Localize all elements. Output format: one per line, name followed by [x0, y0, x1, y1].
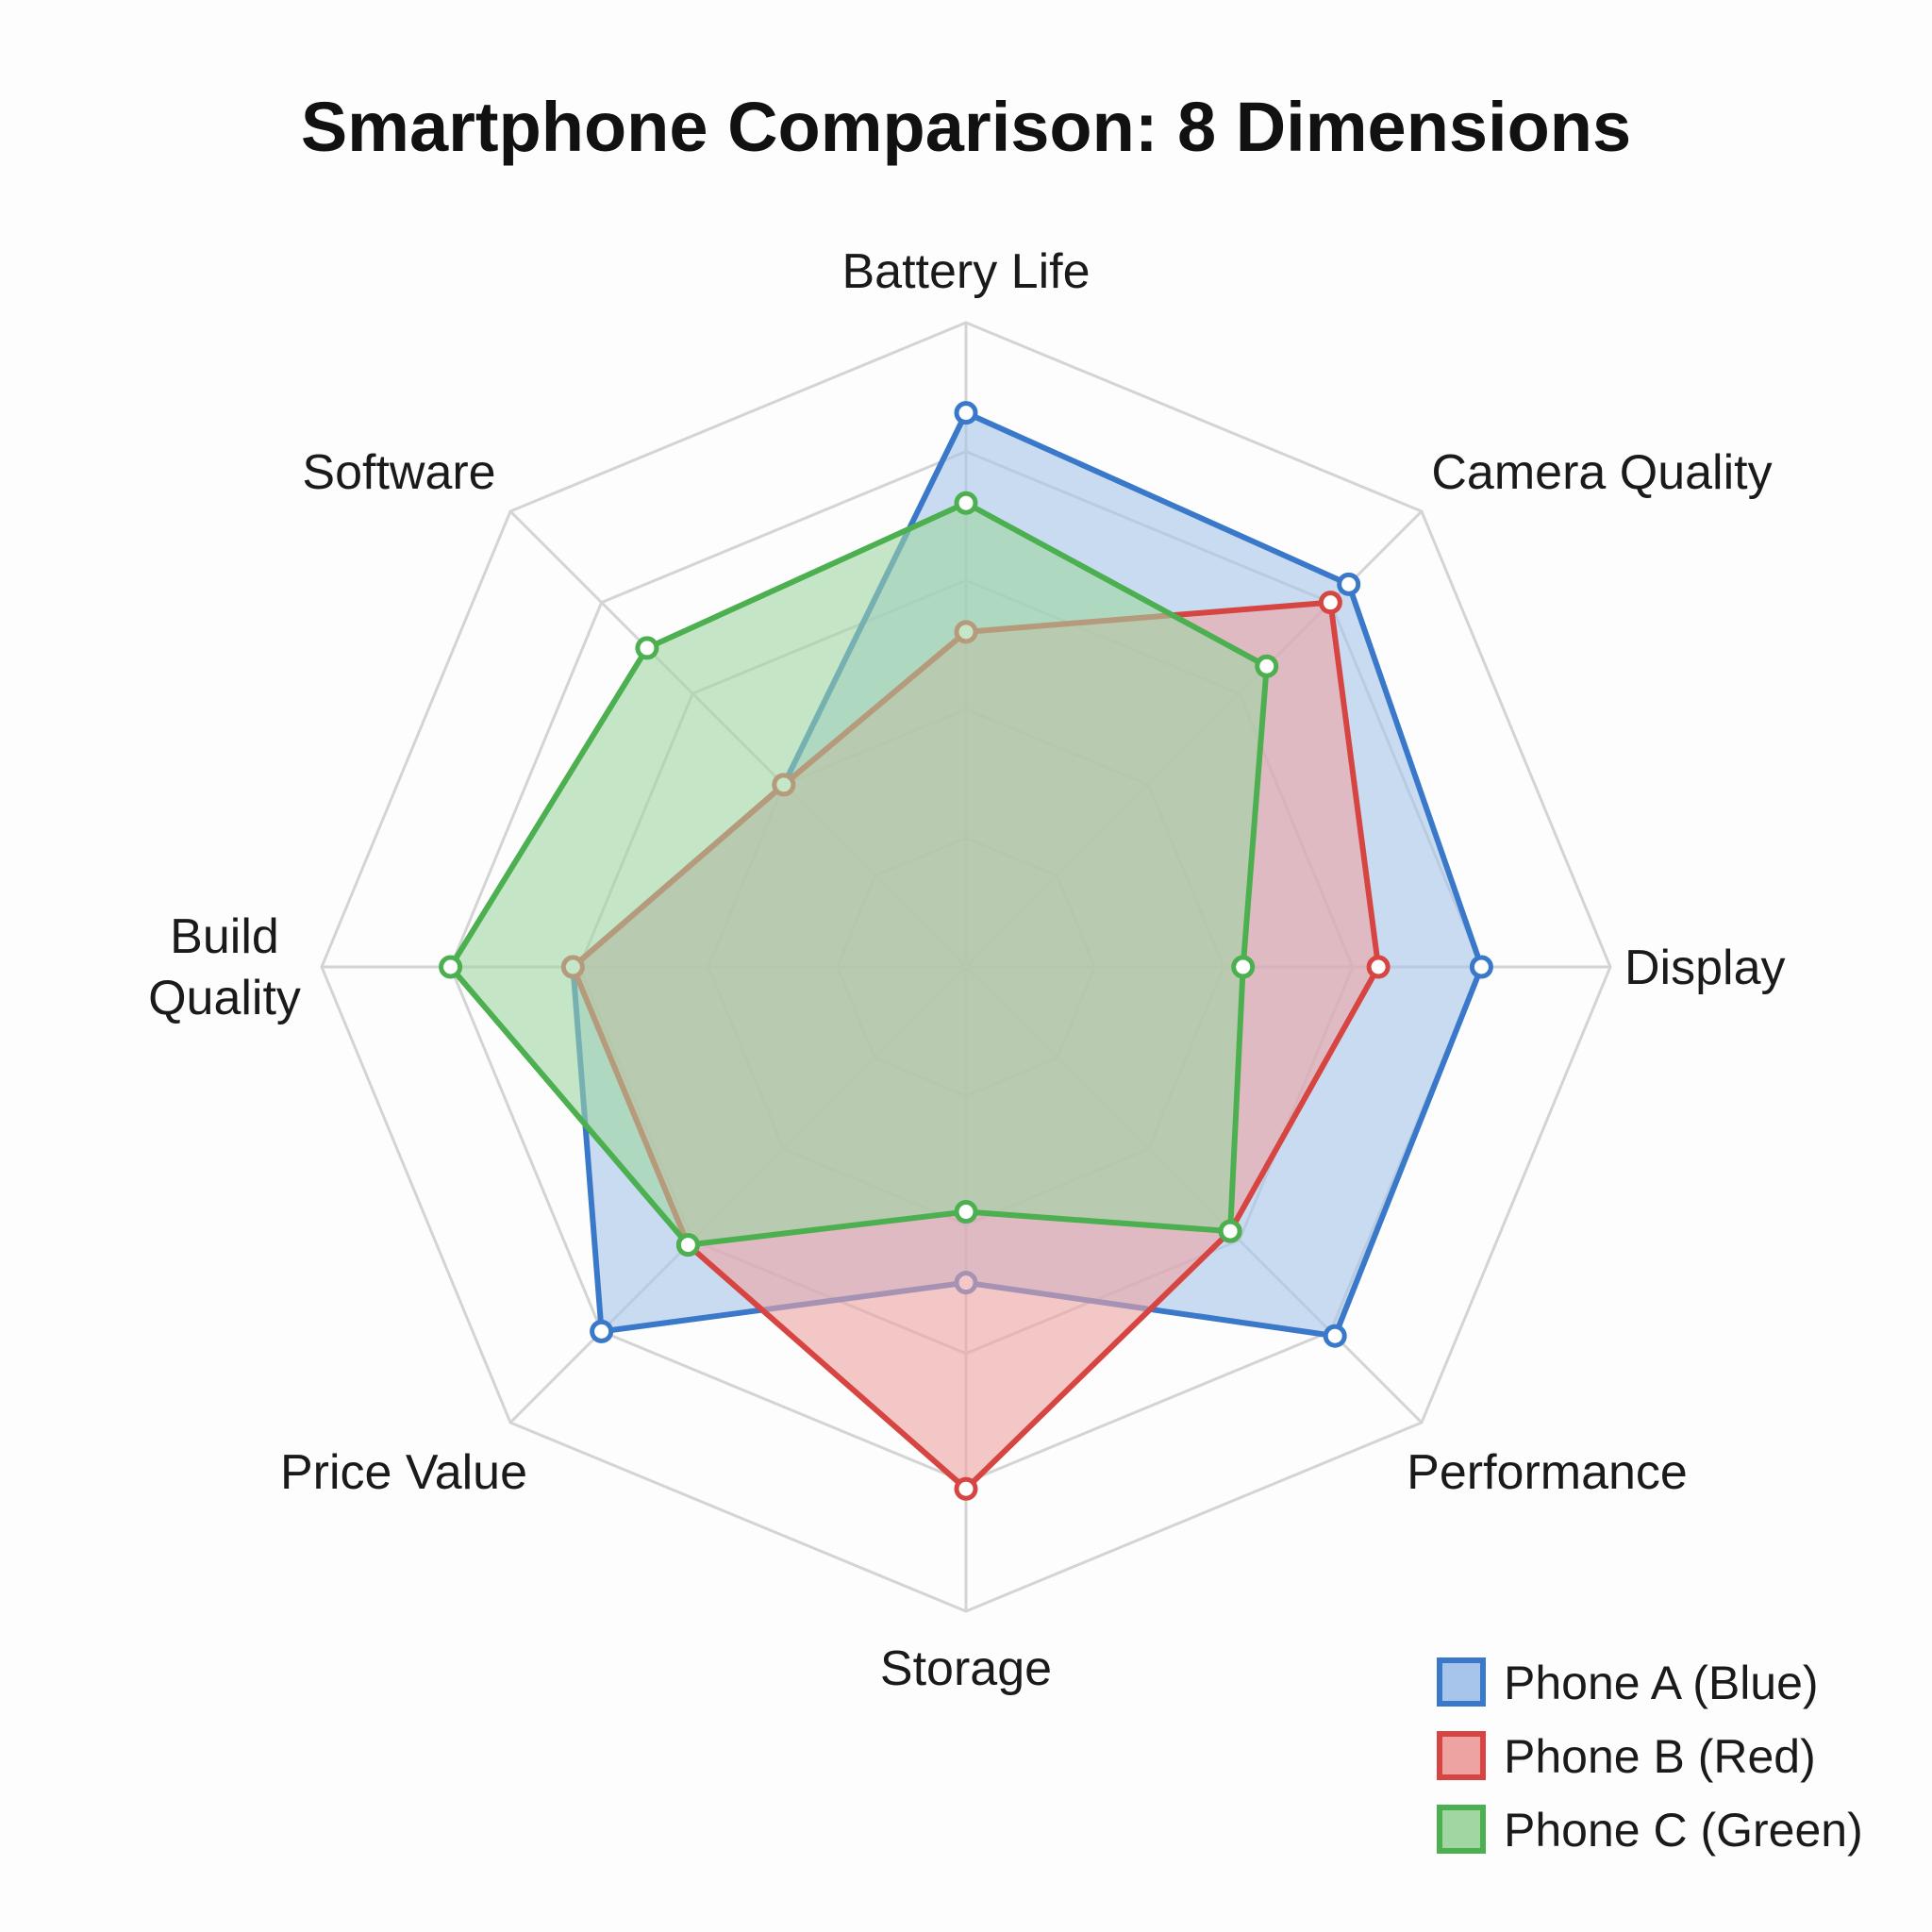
- data-point: [439, 955, 463, 979]
- axis-label: Camera Quality: [1431, 445, 1772, 500]
- data-point: [1323, 1324, 1347, 1348]
- axis-label: Build Quality: [148, 909, 301, 1025]
- axis-label: Performance: [1407, 1445, 1688, 1500]
- legend: Phone A (Blue) Phone B (Red) Phone C (Gree…: [1437, 1657, 1863, 1857]
- series-3: [439, 491, 1279, 1257]
- data-point: [1337, 572, 1361, 596]
- data-point: [1366, 955, 1391, 979]
- data-point: [954, 1476, 978, 1501]
- data-point: [675, 1233, 700, 1257]
- legend-item: Phone A (Blue): [1437, 1657, 1819, 1709]
- legend-item: Phone B (Red): [1437, 1730, 1816, 1783]
- axis-label: Price Value: [280, 1445, 527, 1500]
- legend-swatch: [1437, 1731, 1486, 1780]
- data-point: [635, 636, 659, 660]
- data-point: [954, 1200, 978, 1224]
- data-point: [1218, 1219, 1242, 1243]
- axis-label: Storage: [880, 1641, 1052, 1696]
- series-area: [447, 500, 1270, 1248]
- legend-swatch: [1437, 1805, 1486, 1854]
- data-point: [954, 401, 978, 425]
- data-point: [1231, 955, 1256, 979]
- axis-label: Battery Life: [841, 244, 1090, 299]
- data-point: [1469, 955, 1493, 979]
- axis-label: Software: [302, 445, 495, 500]
- legend-label: Phone B (Red): [1504, 1730, 1816, 1783]
- legend-swatch: [1437, 1657, 1486, 1707]
- legend-label: Phone A (Blue): [1504, 1657, 1819, 1709]
- legend-label: Phone C (Green): [1504, 1804, 1863, 1857]
- series-layer: [439, 401, 1493, 1501]
- data-point: [1318, 591, 1342, 615]
- data-point: [1255, 654, 1279, 678]
- chart-title: Smartphone Comparison: 8 Dimensions: [301, 88, 1631, 166]
- legend-item: Phone C (Green): [1437, 1804, 1863, 1857]
- data-point: [590, 1319, 614, 1343]
- data-point: [954, 491, 978, 515]
- axis-labels: Battery Life Camera Quality Display Perform…: [148, 244, 1785, 1696]
- axis-label: Display: [1624, 941, 1786, 995]
